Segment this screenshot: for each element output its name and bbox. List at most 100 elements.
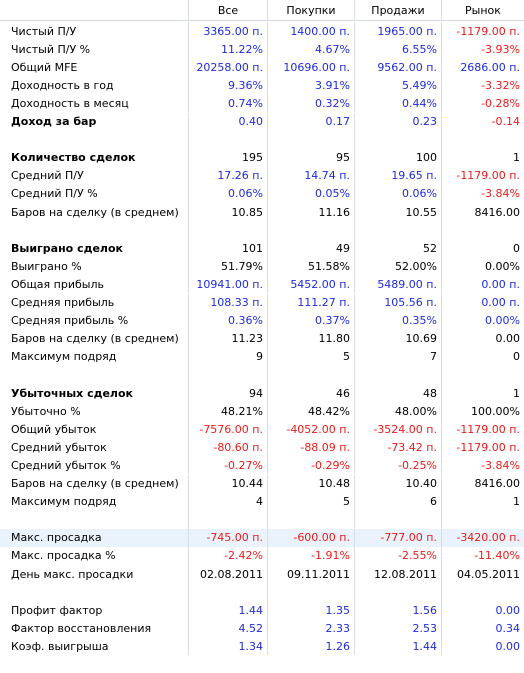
value-market: [441, 583, 524, 602]
header-all[interactable]: Все: [188, 0, 267, 20]
value-all: [188, 221, 267, 240]
row-label: Максимум подряд: [11, 495, 117, 509]
value-market: -1179.00 п.: [441, 438, 524, 457]
table-row[interactable]: Коэф. выигрыша 1.34 1.26 1.44 0.00: [0, 637, 524, 656]
table-row[interactable]: Выиграно сделок 101 49 52 0: [0, 239, 524, 258]
table-row[interactable]: Общая прибыль 10941.00 п. 5452.00 п. 5489.0…: [0, 275, 524, 294]
table-row[interactable]: Общий MFE 20258.00 п. 10696.00 п. 9562.00 п…: [0, 58, 524, 77]
row-label: [0, 511, 188, 529]
row-label: [0, 366, 188, 384]
table-row[interactable]: Средний убыток % -0.27% -0.29% -0.25% -3.84%: [0, 456, 524, 475]
value-market: 0.00 п.: [441, 275, 524, 294]
value-sells: 0.35%: [354, 311, 441, 330]
table-row[interactable]: Доходность в месяц 0.74% 0.32% 0.44% -0.28%: [0, 94, 524, 113]
value-sells: 0.06%: [354, 184, 441, 203]
header-sells[interactable]: Продажи: [354, 0, 441, 20]
table-row[interactable]: Доход за бар 0.40 0.17 0.23 -0.14: [0, 112, 524, 131]
value-sells: [354, 365, 441, 384]
table-row[interactable]: Выиграно % 51.79% 51.58% 52.00% 0.00%: [0, 257, 524, 276]
value-sells: [354, 221, 441, 240]
value-all: 20258.00 п.: [188, 58, 267, 77]
table-row[interactable]: Средний убыток -80.60 п. -88.09 п. -73.42 п…: [0, 438, 524, 457]
table-row[interactable]: День макс. просадки 02.08.2011 09.11.2011 1…: [0, 565, 524, 583]
value-buys: 95: [267, 148, 354, 167]
value-all: 108.33 п.: [188, 293, 267, 312]
row-label: День макс. просадки: [11, 567, 134, 581]
value-all: [188, 510, 267, 529]
table-row[interactable]: Количество сделок 195 95 100 1: [0, 148, 524, 167]
value-sells: 6: [354, 492, 441, 511]
table-row[interactable]: Фактор восстановления 4.52 2.33 2.53 0.34: [0, 619, 524, 638]
value-all: 101: [188, 239, 267, 258]
value-buys: 4.67%: [267, 40, 354, 59]
value-sells: -0.25%: [354, 456, 441, 475]
row-label: Средняя прибыль %: [11, 314, 129, 328]
value-all: [188, 130, 267, 149]
value-buys: 11.16: [267, 203, 354, 221]
value-market: -1179.00 п.: [441, 166, 524, 185]
header-market[interactable]: Рынок: [441, 0, 524, 20]
value-buys: [267, 365, 354, 384]
row-label: [0, 583, 188, 601]
value-buys: 0.37%: [267, 311, 354, 330]
header-buys[interactable]: Покупки: [267, 0, 354, 20]
value-buys: 1400.00 п.: [267, 22, 354, 40]
table-row[interactable]: Макс. просадка % -2.42% -1.91% -2.55% -11.40…: [0, 546, 524, 565]
table-row[interactable]: Общий убыток -7576.00 п. -4052.00 п. -3524.…: [0, 420, 524, 439]
table-row[interactable]: Доходность в год 9.36% 3.91% 5.49% -3.32%: [0, 76, 524, 95]
spacer-row: [0, 510, 524, 529]
value-all: -80.60 п.: [188, 438, 267, 457]
value-market: 0.00: [441, 601, 524, 620]
value-market: 0.00%: [441, 257, 524, 276]
row-label: Фактор восстановления: [11, 621, 152, 635]
table-row[interactable]: Средняя прибыль % 0.36% 0.37% 0.35% 0.00%: [0, 311, 524, 330]
table-row[interactable]: Баров на сделку (в среднем) 10.85 11.16 10.…: [0, 203, 524, 221]
value-buys: [267, 130, 354, 149]
row-label: Убыточно %: [11, 404, 81, 418]
value-sells: 100: [354, 148, 441, 167]
value-market: -3.84%: [441, 456, 524, 475]
table-row[interactable]: Баров на сделку (в среднем) 10.44 10.48 10.…: [0, 474, 524, 493]
value-sells: 12.08.2011: [354, 565, 441, 583]
value-all: -2.42%: [188, 546, 267, 565]
value-market: [441, 365, 524, 384]
table-row[interactable]: Баров на сделку (в среднем) 11.23 11.80 10.…: [0, 329, 524, 348]
table-row[interactable]: Средний П/У 17.26 п. 14.74 п. 19.65 п. -1179…: [0, 166, 524, 185]
row-label: Общая прибыль: [11, 277, 104, 291]
value-all: 17.26 п.: [188, 166, 267, 185]
value-buys: -1.91%: [267, 546, 354, 565]
table-row[interactable]: Чистый П/У 3365.00 п. 1400.00 п. 1965.00 п.…: [0, 22, 524, 40]
value-sells: 5489.00 п.: [354, 275, 441, 294]
table-row[interactable]: Чистый П/У % 11.22% 4.67% 6.55% -3.93%: [0, 40, 524, 59]
value-buys: [267, 510, 354, 529]
value-sells: [354, 583, 441, 602]
value-buys: -4052.00 п.: [267, 420, 354, 439]
value-all: 4.52: [188, 619, 267, 638]
value-buys: 51.58%: [267, 257, 354, 276]
value-buys: 10.48: [267, 474, 354, 493]
value-market: 0.00: [441, 637, 524, 656]
value-sells: 52: [354, 239, 441, 258]
value-market: [441, 221, 524, 240]
value-buys: [267, 221, 354, 240]
table-row[interactable]: Профит фактор 1.44 1.35 1.56 0.00: [0, 601, 524, 620]
table-row[interactable]: Убыточных сделок 94 46 48 1: [0, 384, 524, 402]
value-sells: [354, 510, 441, 529]
table-row[interactable]: Максимум подряд 4 5 6 1: [0, 492, 524, 511]
table-row[interactable]: Средний П/У % 0.06% 0.05% 0.06% -3.84%: [0, 184, 524, 203]
value-market: -3420.00 п.: [441, 528, 524, 547]
table-row[interactable]: Максимум подряд 9 5 7 0: [0, 347, 524, 366]
table-row[interactable]: Средняя прибыль 108.33 п. 111.27 п. 105.56 …: [0, 293, 524, 312]
value-sells: 9562.00 п.: [354, 58, 441, 77]
row-label: Средняя прибыль: [11, 296, 115, 309]
value-market: [441, 130, 524, 149]
value-buys: -0.29%: [267, 456, 354, 475]
table-row[interactable]: Макс. просадка -745.00 п. -600.00 п. -777.0…: [0, 528, 524, 547]
value-sells: 7: [354, 347, 441, 366]
table-row[interactable]: Убыточно % 48.21% 48.42% 48.00% 100.00%: [0, 402, 524, 421]
value-market: 1: [441, 384, 524, 402]
value-buys: -600.00 п.: [267, 528, 354, 547]
value-sells: 19.65 п.: [354, 166, 441, 185]
row-label: [0, 221, 188, 239]
value-all: 1.34: [188, 637, 267, 656]
